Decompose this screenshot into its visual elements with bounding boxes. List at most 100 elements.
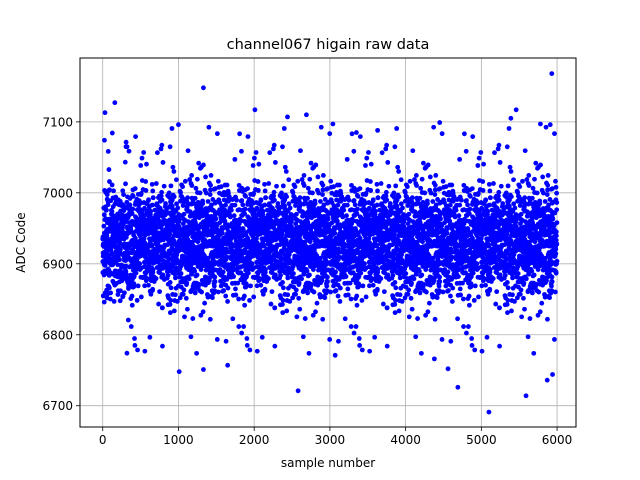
data-point — [321, 202, 327, 208]
data-point — [296, 280, 302, 286]
data-point — [332, 226, 338, 232]
data-point — [304, 201, 309, 206]
data-point — [142, 283, 148, 289]
data-point — [203, 174, 208, 180]
data-point — [403, 271, 409, 276]
data-point — [367, 240, 372, 246]
data-point — [195, 239, 201, 245]
data-point — [214, 337, 220, 342]
data-point — [364, 155, 370, 161]
data-point — [205, 255, 211, 261]
data-point — [437, 186, 443, 192]
data-point — [105, 202, 111, 208]
data-point — [450, 285, 456, 291]
data-point — [245, 134, 251, 140]
data-point — [254, 348, 260, 354]
data-point — [384, 305, 390, 311]
data-point — [272, 197, 277, 203]
data-point — [313, 309, 318, 315]
data-point — [421, 260, 426, 266]
data-point — [285, 275, 291, 281]
data-point — [106, 167, 112, 172]
data-point — [432, 316, 438, 322]
data-point — [218, 184, 224, 190]
data-point — [466, 211, 472, 217]
data-point — [425, 201, 430, 206]
data-point — [280, 144, 285, 150]
data-point — [271, 193, 277, 199]
data-point — [357, 343, 363, 348]
data-point — [228, 207, 234, 213]
data-point — [375, 267, 381, 272]
data-point — [355, 193, 361, 199]
data-point — [316, 190, 322, 196]
data-point — [186, 276, 192, 282]
data-point — [465, 324, 471, 329]
data-point — [149, 243, 155, 249]
data-point — [194, 350, 200, 356]
data-point — [241, 324, 247, 329]
data-point — [333, 269, 338, 275]
data-point — [405, 291, 411, 297]
data-point — [271, 142, 277, 148]
data-point — [362, 261, 367, 267]
data-point — [291, 271, 296, 276]
data-point — [345, 286, 351, 292]
data-point — [359, 297, 365, 303]
data-point — [430, 199, 436, 204]
data-point — [174, 201, 179, 207]
data-point — [252, 155, 257, 161]
data-point — [339, 194, 345, 200]
data-point — [461, 324, 466, 329]
data-point — [245, 186, 250, 191]
data-point — [445, 226, 450, 232]
data-point — [225, 299, 230, 304]
data-point — [240, 202, 246, 208]
data-point — [275, 201, 281, 206]
data-point — [410, 148, 416, 154]
data-point — [457, 286, 463, 292]
data-point — [142, 348, 148, 354]
data-point — [107, 296, 113, 302]
data-point — [113, 268, 119, 274]
data-point — [359, 347, 365, 353]
data-point — [255, 188, 261, 193]
data-point — [417, 290, 423, 296]
data-point — [430, 255, 436, 261]
data-point — [226, 194, 232, 200]
data-point — [292, 184, 298, 190]
data-point — [293, 291, 298, 297]
data-point — [401, 217, 407, 223]
data-point — [201, 162, 206, 168]
data-point — [233, 292, 239, 298]
data-point — [182, 314, 187, 320]
data-point — [337, 182, 342, 188]
data-point — [445, 269, 451, 275]
data-point — [215, 289, 221, 295]
data-point — [157, 289, 162, 295]
data-point — [461, 296, 466, 302]
data-point — [373, 291, 379, 297]
data-point — [143, 179, 149, 184]
data-point — [318, 255, 323, 261]
data-point — [395, 164, 401, 170]
data-point — [221, 288, 227, 293]
data-point — [439, 337, 445, 342]
data-point — [374, 202, 380, 208]
data-point — [398, 201, 404, 207]
data-point — [465, 202, 470, 208]
data-point — [356, 283, 362, 289]
data-point — [432, 182, 438, 188]
data-point — [190, 316, 196, 321]
data-point — [107, 179, 112, 184]
data-point — [202, 238, 208, 244]
data-point — [104, 207, 109, 213]
data-point — [272, 343, 278, 349]
data-point — [448, 293, 453, 299]
data-point — [271, 146, 276, 152]
data-point — [310, 312, 316, 318]
data-point — [425, 162, 431, 168]
data-point — [457, 156, 463, 162]
data-point — [392, 279, 398, 285]
data-point — [329, 220, 335, 226]
